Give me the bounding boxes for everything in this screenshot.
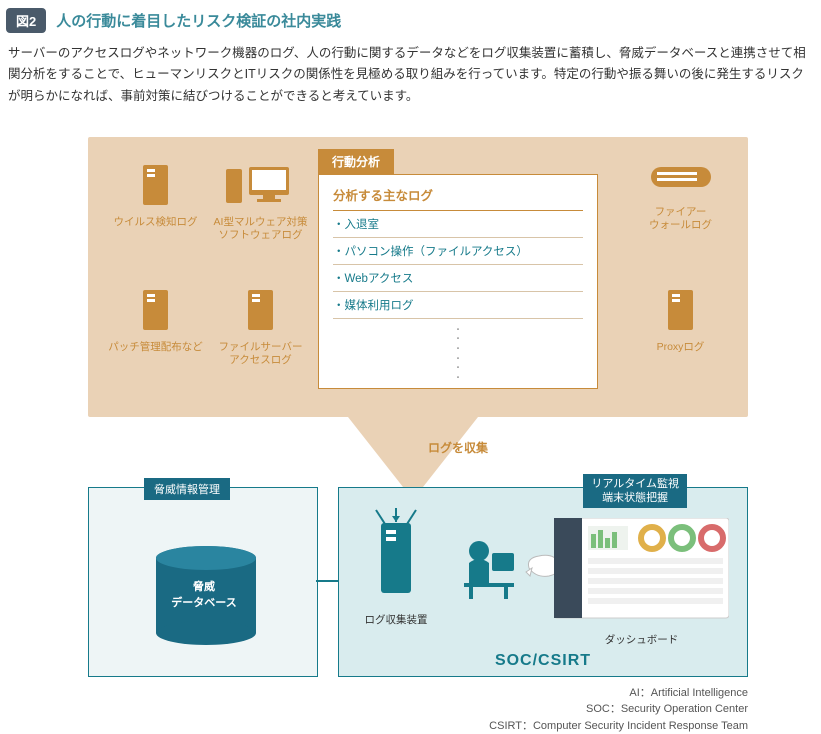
tile-fileserver: ファイルサーバー アクセスログ (208, 282, 313, 368)
figure-label: 図2 (6, 8, 46, 33)
soc-panel: リアルタイム監視 端末状態把握 ログ収集装置 (338, 487, 748, 677)
pc-icon (221, 157, 301, 212)
log-device-label: ログ収集装置 (361, 612, 431, 627)
glossary: AI：Artificial Intelligence SOC：Security … (398, 685, 748, 734)
tile-label: ファイアー ウォールログ (628, 206, 733, 233)
realtime-tag: リアルタイム監視 端末状態把握 (583, 474, 687, 509)
tile-label: パッチ管理配布など (103, 341, 208, 355)
dashboard-icon (554, 518, 729, 623)
server-icon (128, 282, 183, 337)
database-label: 脅威 データベース (89, 578, 319, 610)
analysis-tab: 行動分析 (318, 149, 394, 174)
tile-label: Proxyログ (628, 341, 733, 355)
tile-label: AI型マルウェア対策 ソフトウェアログ (208, 216, 313, 243)
tile-patch: パッチ管理配布など (103, 282, 208, 355)
tile-label: ファイルサーバー アクセスログ (208, 341, 313, 368)
operator-icon (449, 533, 529, 606)
tile-firewall: ファイアー ウォールログ (628, 157, 733, 233)
figure-header: 図2 人の行動に着目したリスク検証の社内実践 (6, 8, 821, 33)
log-device-icon (371, 508, 421, 603)
server-icon (653, 282, 708, 337)
soc-title: SOC/CSIRT (339, 652, 747, 670)
diagram-canvas: ウイルス検知ログ AI型マルウェア対策 ソフトウェアログ パッチ管理配布など フ… (8, 137, 813, 717)
analysis-body: 分析する主なログ ・入退室 ・パソコン操作（ファイルアクセス） ・Webアクセス… (318, 174, 598, 390)
analysis-heading: 分析する主なログ (333, 185, 583, 211)
server-icon (128, 157, 183, 212)
analysis-list: ・入退室 ・パソコン操作（ファイルアクセス） ・Webアクセス ・媒体利用ログ (333, 211, 583, 319)
analysis-item: ・Webアクセス (333, 265, 583, 292)
collect-label: ログを収集 (428, 439, 488, 456)
tile-proxy: Proxyログ (628, 282, 733, 355)
glossary-line: AI：Artificial Intelligence (398, 685, 748, 702)
tile-label: ウイルス検知ログ (103, 216, 208, 230)
firewall-icon (643, 157, 718, 202)
connector-line (316, 580, 340, 582)
behavior-analysis-box: 行動分析 分析する主なログ ・入退室 ・パソコン操作（ファイルアクセス） ・We… (318, 149, 598, 404)
glossary-line: CSIRT：Computer Security Incident Respons… (398, 718, 748, 734)
log-device: ログ収集装置 (361, 508, 431, 627)
analysis-item: ・パソコン操作（ファイルアクセス） (333, 238, 583, 265)
analysis-item: ・入退室 (333, 211, 583, 238)
threat-panel: 脅威情報管理 脅威 データベース (88, 487, 318, 677)
dashboard: ダッシュボード (554, 518, 729, 647)
tile-virus-log: ウイルス検知ログ (103, 157, 208, 230)
analysis-item: ・媒体利用ログ (333, 292, 583, 319)
threat-tag: 脅威情報管理 (144, 478, 230, 500)
person-at-desk-icon (454, 533, 524, 601)
ellipsis-dots: ・・・・・・ (333, 325, 583, 383)
dashboard-label: ダッシュボード (554, 632, 729, 647)
figure-description: サーバーのアクセスログやネットワーク機器のログ、人の行動に関するデータなどをログ… (8, 43, 813, 107)
figure-title: 人の行動に着目したリスク検証の社内実践 (56, 10, 341, 31)
server-icon (233, 282, 288, 337)
tile-ai-malware: AI型マルウェア対策 ソフトウェアログ (208, 157, 313, 243)
glossary-line: SOC：Security Operation Center (398, 701, 748, 718)
